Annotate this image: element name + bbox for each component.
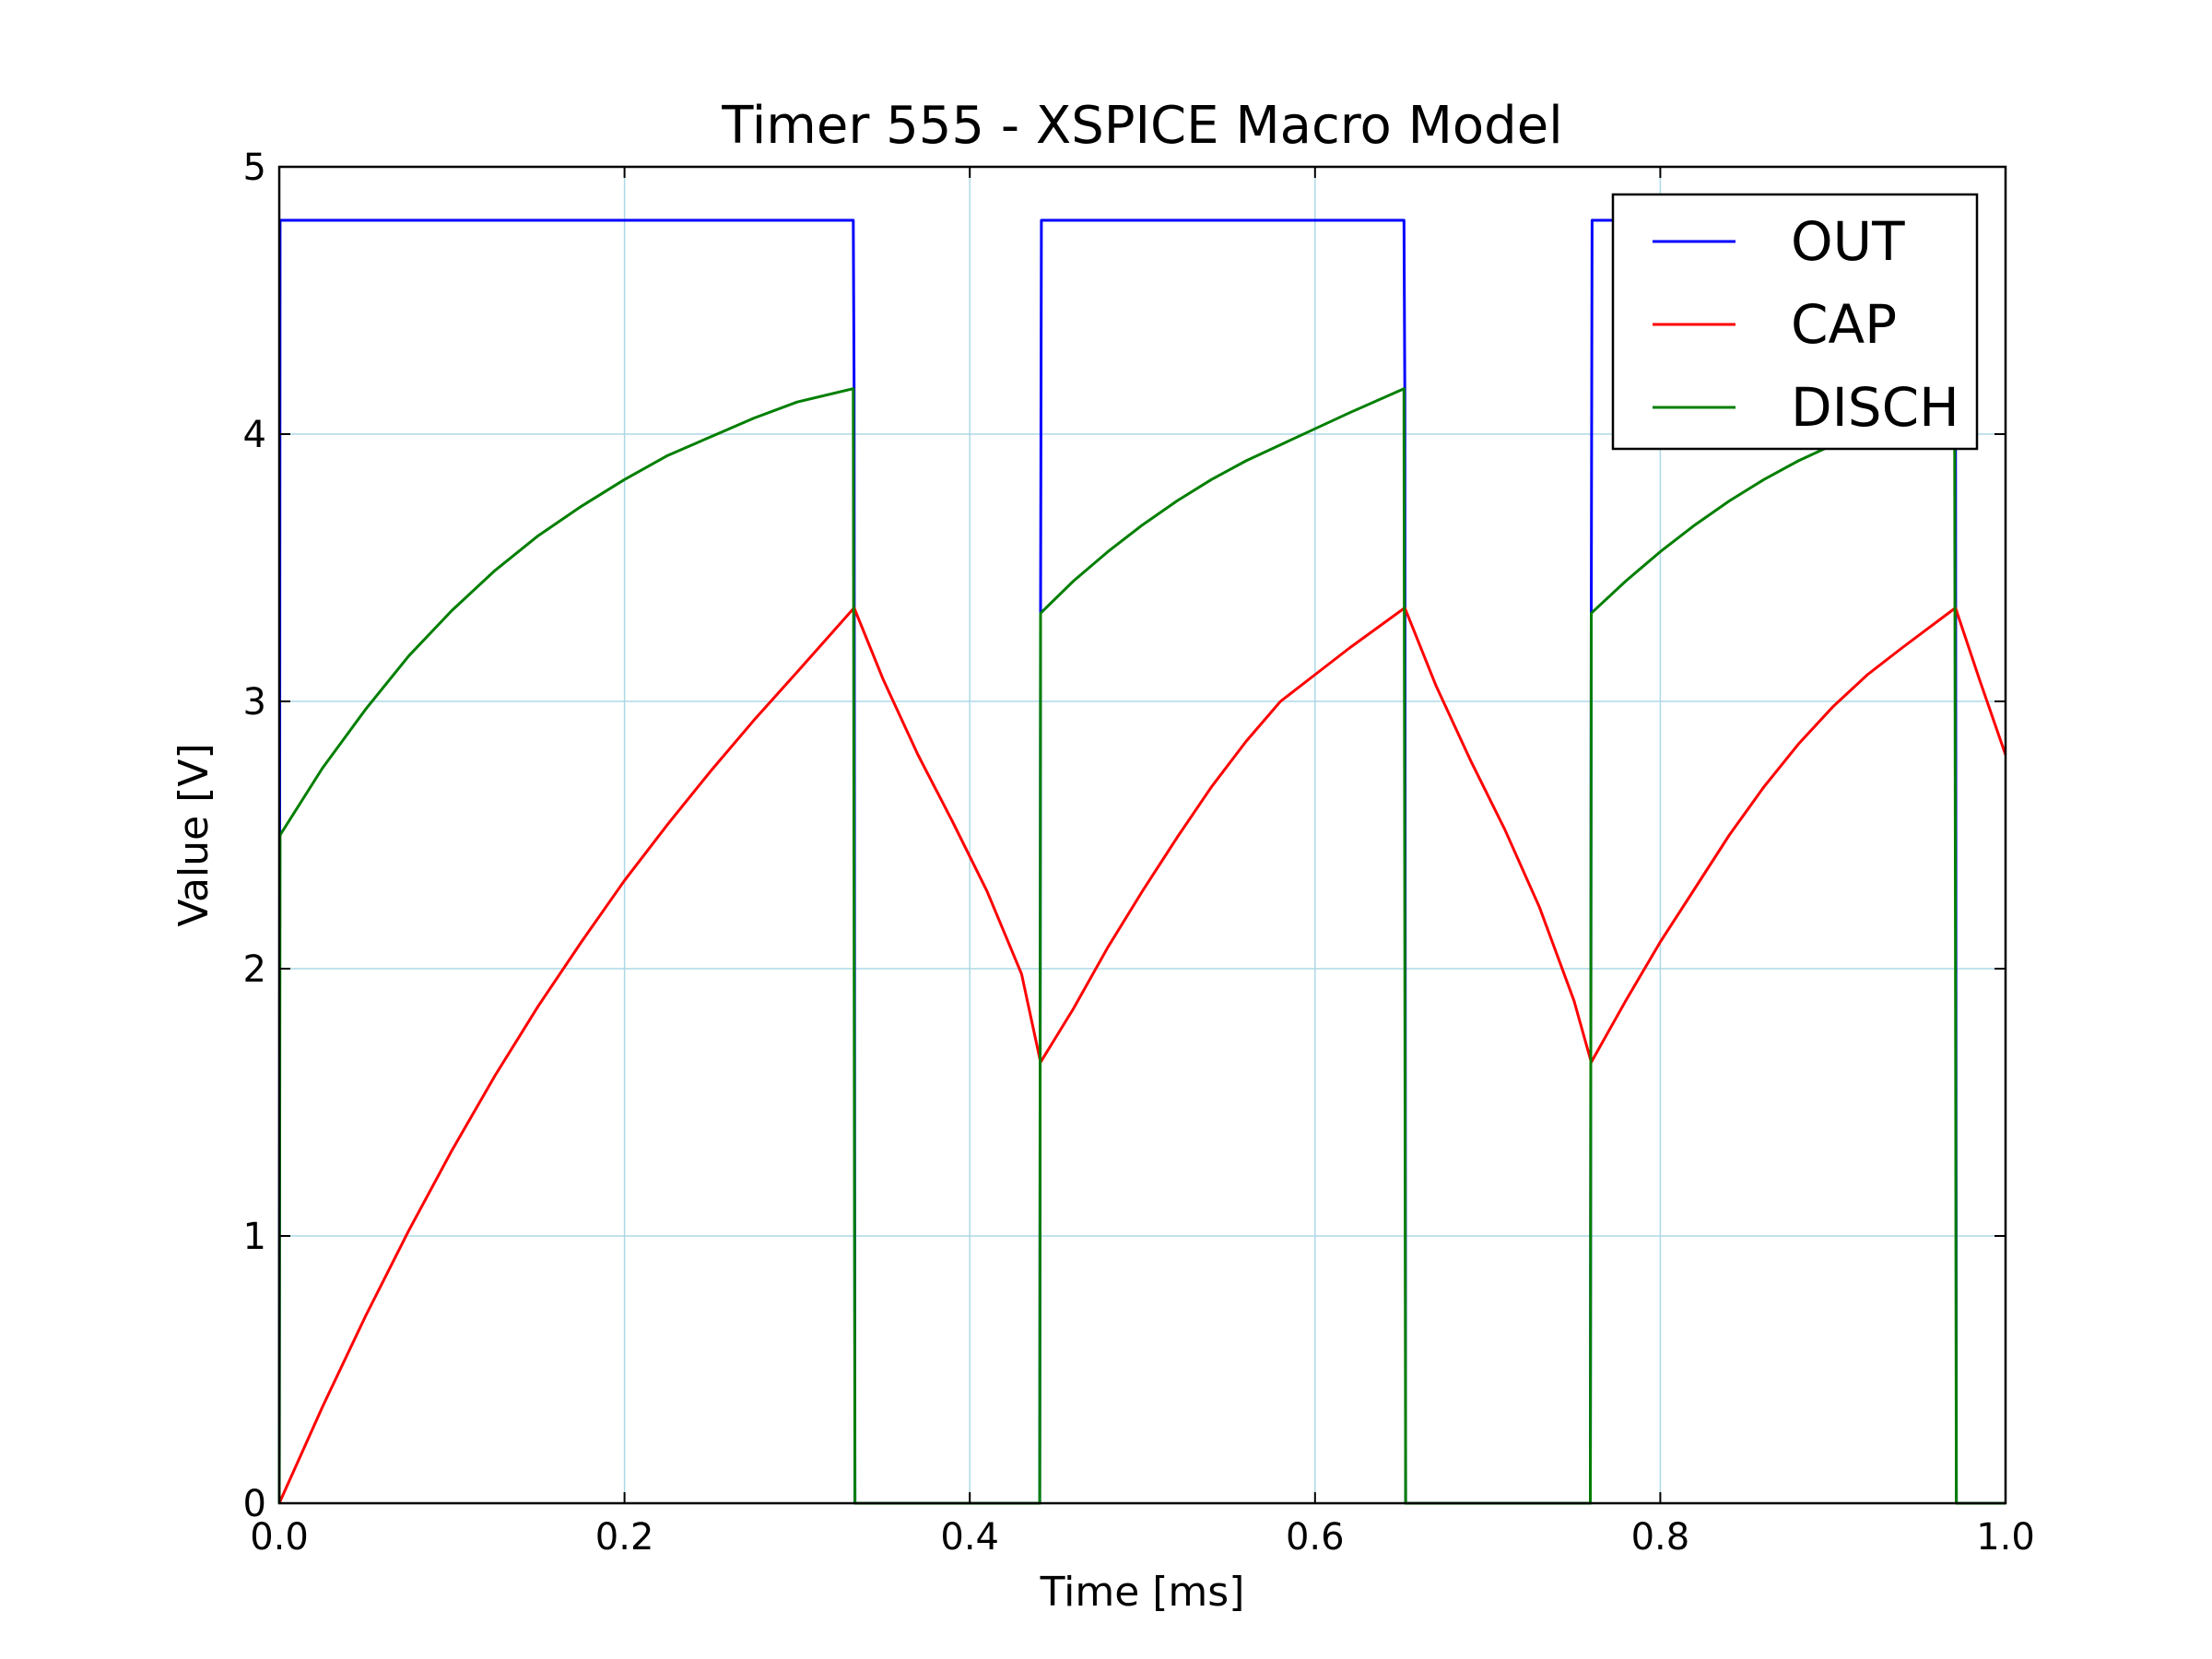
x-tick-label: 0.0 bbox=[250, 1516, 309, 1559]
legend-label-cap: CAP bbox=[1791, 293, 1897, 356]
y-tick-label: 2 bbox=[243, 948, 266, 991]
y-tick-label: 1 bbox=[243, 1216, 266, 1258]
y-tick-label: 4 bbox=[243, 414, 266, 456]
x-tick-label: 0.8 bbox=[1631, 1516, 1690, 1559]
series-line-disch bbox=[277, 387, 2006, 1505]
x-tick-label: 1.0 bbox=[1976, 1516, 2035, 1559]
legend-label-disch: DISCH bbox=[1791, 376, 1959, 439]
y-tick-label: 5 bbox=[243, 147, 266, 189]
x-axis-label: Time [ms] bbox=[1040, 1569, 1245, 1616]
series-line-cap bbox=[277, 606, 2007, 1504]
x-tick-label: 0.6 bbox=[1286, 1516, 1345, 1559]
y-tick-label: 3 bbox=[243, 681, 266, 724]
ticks: 0.0 0.2 0.4 0.6 0.8 1.0 0 1 2 3 4 5 bbox=[243, 147, 2035, 1559]
y-tick-label: 0 bbox=[243, 1483, 266, 1525]
y-axis-label: Value [V] bbox=[171, 743, 218, 926]
chart-title: Timer 555 - XSPICE Macro Model bbox=[721, 96, 1562, 156]
x-tick-label: 0.4 bbox=[940, 1516, 999, 1559]
x-tick-label: 0.2 bbox=[595, 1516, 654, 1559]
plot-frame bbox=[277, 165, 2007, 1505]
legend: OUT CAP DISCH bbox=[1611, 193, 1979, 451]
legend-label-out: OUT bbox=[1791, 210, 1905, 273]
